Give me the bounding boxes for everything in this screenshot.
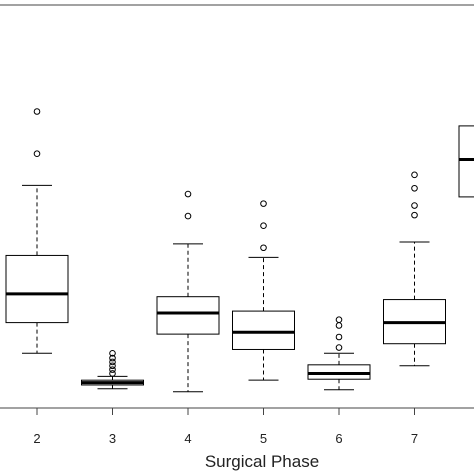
box-group <box>307 316 371 391</box>
box-iqr <box>156 296 220 335</box>
outlier-point <box>184 190 192 198</box>
outlier-point <box>335 344 343 351</box>
box-group <box>232 200 295 381</box>
box-group <box>156 190 220 393</box>
box-iqr <box>458 125 474 198</box>
box-iqr <box>232 310 295 350</box>
outlier-point <box>335 333 343 341</box>
x-tick-label: 7 <box>411 431 418 446</box>
outlier-point <box>411 184 418 192</box>
outlier-point <box>184 212 192 220</box>
outlier-point <box>260 244 267 252</box>
outlier-point <box>109 358 116 366</box>
plot-frame <box>0 4 474 409</box>
outlier-point <box>33 150 41 158</box>
x-tick-label: 2 <box>33 431 40 446</box>
x-axis: 2 3 4 5 6 7 <box>33 408 418 446</box>
outlier-point <box>411 211 418 219</box>
box-group <box>5 108 69 354</box>
x-axis-title: Surgical Phase <box>205 452 319 471</box>
outlier-point <box>33 108 41 115</box>
box-group <box>383 171 446 367</box>
outlier-point <box>335 322 343 329</box>
outlier-point <box>260 200 267 207</box>
x-tick-label: 6 <box>335 431 342 446</box>
outlier-point <box>109 350 116 357</box>
box-group <box>81 350 144 390</box>
outlier-point <box>109 370 116 377</box>
outlier-point <box>109 366 116 373</box>
x-tick-label: 5 <box>260 431 267 446</box>
box-iqr <box>5 254 69 324</box>
outlier-point <box>411 202 418 209</box>
outlier-point <box>335 316 343 324</box>
x-tick-label: 3 <box>109 431 116 446</box>
boxes <box>5 108 474 393</box>
outlier-point <box>109 354 116 362</box>
x-tick-label: 4 <box>184 431 191 446</box>
box-group <box>458 125 474 198</box>
outlier-point <box>411 171 418 179</box>
outlier-point <box>260 222 267 229</box>
outlier-point <box>109 362 116 370</box>
